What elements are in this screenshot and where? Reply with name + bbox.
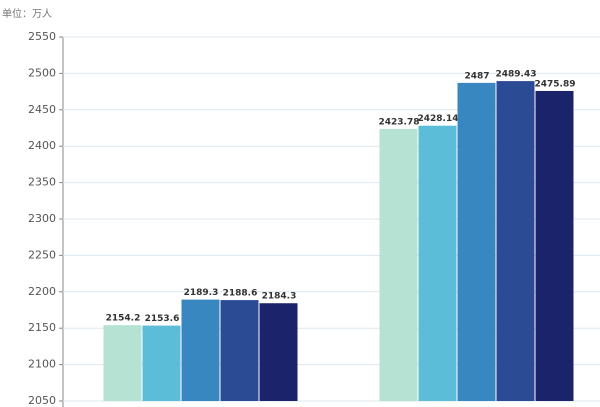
value-label: 2423.78	[379, 117, 420, 127]
value-label: 2153.6	[145, 314, 180, 324]
bar	[418, 125, 457, 401]
bar	[259, 303, 298, 401]
y-tick-label: 2250	[28, 248, 56, 261]
value-label: 2188.6	[223, 289, 258, 299]
unit-label: 单位：万人	[2, 7, 52, 20]
value-label: 2189.3	[184, 288, 219, 298]
y-tick-label: 2550	[28, 30, 56, 43]
value-label: 2154.2	[106, 314, 141, 324]
value-label: 2489.43	[496, 70, 537, 80]
value-label: 2475.89	[535, 79, 576, 89]
bar	[457, 82, 496, 401]
value-label: 2184.3	[262, 292, 297, 302]
y-tick-label: 2300	[28, 212, 56, 225]
y-tick-label: 2100	[28, 358, 56, 371]
value-label: 2487	[464, 71, 489, 81]
bar	[103, 325, 142, 401]
y-tick-label: 2050	[28, 394, 56, 407]
y-tick-label: 2500	[28, 66, 56, 79]
bar	[535, 90, 574, 401]
bar	[142, 325, 181, 401]
y-tick-label: 2350	[28, 176, 56, 189]
y-tick-label: 2450	[28, 103, 56, 116]
y-tick-label: 2200	[28, 285, 56, 298]
y-tick-label: 2400	[28, 139, 56, 152]
bar	[220, 300, 259, 401]
bar	[379, 128, 418, 401]
bar	[496, 81, 535, 401]
bar	[181, 299, 220, 401]
value-label: 2428.14	[418, 114, 459, 124]
y-tick-label: 2150	[28, 321, 56, 334]
